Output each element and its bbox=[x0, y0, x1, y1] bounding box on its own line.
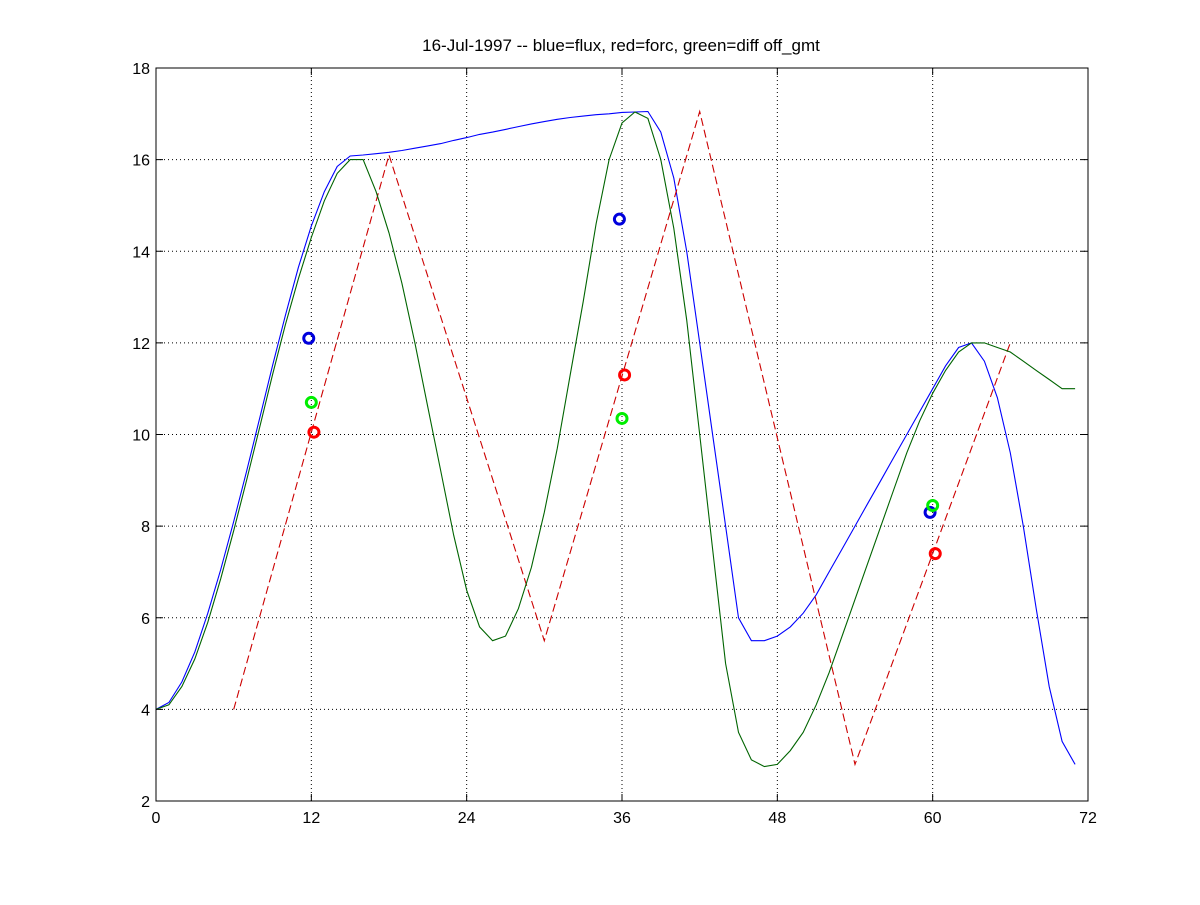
data-marker bbox=[615, 411, 629, 425]
data-marker bbox=[923, 505, 937, 519]
x-tick-label: 0 bbox=[152, 810, 161, 827]
series-line-1 bbox=[233, 109, 1011, 767]
x-tick-label: 12 bbox=[302, 810, 320, 827]
y-tick-label: 2 bbox=[141, 794, 150, 811]
series-layer bbox=[155, 109, 1076, 768]
y-tick-label: 16 bbox=[132, 153, 150, 170]
data-marker bbox=[926, 499, 940, 513]
y-tick-label: 10 bbox=[132, 428, 150, 445]
x-tick-label: 36 bbox=[613, 810, 631, 827]
x-tick-label: 24 bbox=[458, 810, 476, 827]
series-line-2 bbox=[155, 111, 1076, 768]
series-line-0 bbox=[155, 110, 1076, 765]
x-tick-label: 60 bbox=[924, 810, 942, 827]
y-tick-label: 18 bbox=[132, 61, 150, 78]
x-tick-label: 48 bbox=[768, 810, 786, 827]
chart-title: 16-Jul-1997 -- blue=flux, red=forc, gree… bbox=[422, 36, 820, 55]
grid-layer bbox=[156, 68, 1088, 801]
data-marker bbox=[612, 212, 626, 226]
data-marker bbox=[928, 547, 942, 561]
data-marker bbox=[304, 395, 318, 409]
y-tick-label: 14 bbox=[132, 244, 150, 261]
y-tick-label: 12 bbox=[132, 336, 150, 353]
marker-layer bbox=[302, 212, 942, 561]
data-marker bbox=[618, 368, 632, 382]
y-tick-label: 8 bbox=[141, 519, 150, 536]
y-tick-label: 6 bbox=[141, 611, 150, 628]
data-marker bbox=[307, 425, 321, 439]
x-tick-label: 72 bbox=[1079, 810, 1097, 827]
data-marker bbox=[302, 331, 316, 345]
y-tick-label: 4 bbox=[141, 702, 150, 719]
